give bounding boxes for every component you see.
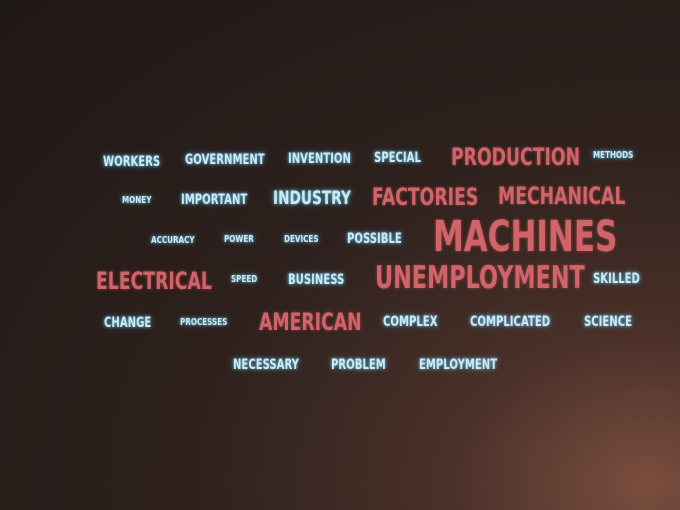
word-production: PRODUCTION — [451, 143, 581, 171]
word-complex: COMPLEX — [383, 314, 438, 330]
word-problem: PROBLEM — [331, 357, 386, 373]
word-factories: FACTORIES — [372, 183, 479, 211]
word-business: BUSINESS — [288, 272, 345, 288]
word-speed: SPEED — [231, 274, 258, 285]
word-american: AMERICAN — [259, 308, 362, 336]
word-methods: METHODS — [593, 150, 634, 161]
word-power: POWER — [224, 234, 254, 245]
word-industry: INDUSTRY — [273, 187, 351, 209]
word-mechanical: MECHANICAL — [498, 182, 626, 210]
word-unemployment: UNEMPLOYMENT — [375, 260, 585, 296]
word-special: SPECIAL — [374, 150, 421, 166]
word-change: CHANGE — [104, 315, 152, 331]
word-employment: EMPLOYMENT — [419, 357, 498, 373]
word-machines: MACHINES — [433, 212, 618, 262]
word-government: GOVERNMENT — [185, 152, 265, 168]
word-complicated: COMPLICATED — [470, 314, 551, 330]
word-devices: DEVICES — [284, 234, 319, 245]
word-important: IMPORTANT — [181, 192, 248, 208]
word-invention: INVENTION — [288, 151, 351, 167]
word-electrical: ELECTRICAL — [96, 267, 212, 295]
word-processes: PROCESSES — [180, 317, 228, 328]
word-accuracy: ACCURACY — [151, 235, 195, 246]
word-workers: WORKERS — [103, 154, 161, 170]
word-science: SCIENCE — [584, 314, 633, 330]
word-necessary: NECESSARY — [233, 357, 299, 373]
word-money: MONEY — [122, 195, 152, 206]
word-skilled: SKILLED — [593, 271, 640, 287]
word-possible: POSSIBLE — [347, 231, 402, 247]
